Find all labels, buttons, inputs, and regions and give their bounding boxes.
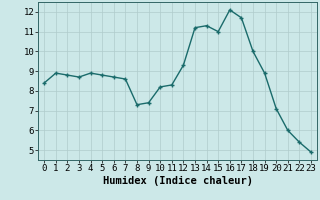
X-axis label: Humidex (Indice chaleur): Humidex (Indice chaleur)	[103, 176, 252, 186]
